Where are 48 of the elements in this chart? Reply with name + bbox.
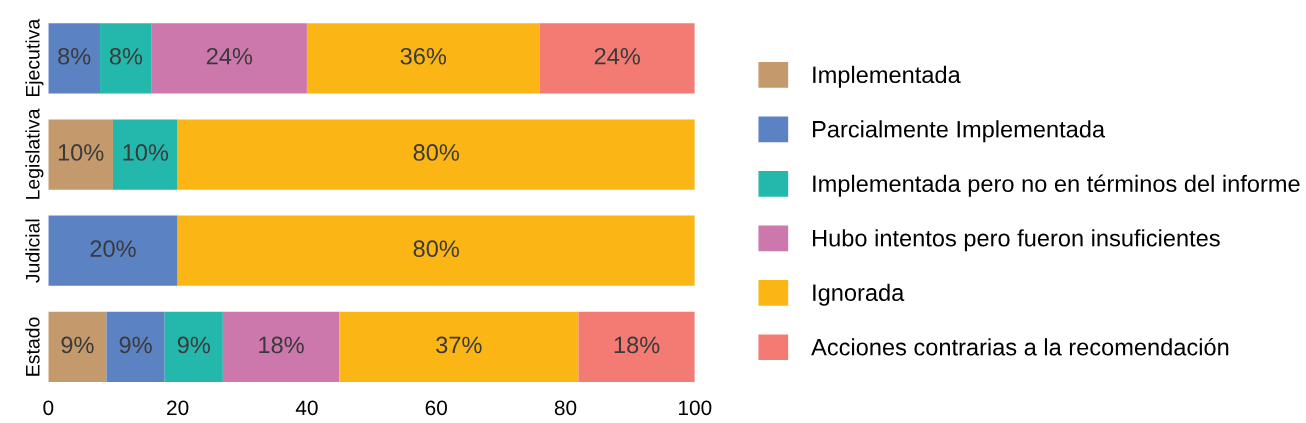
- data-label: 18%: [259, 336, 304, 354]
- data-label: 37%: [436, 336, 482, 354]
- data-label: 20%: [90, 240, 136, 258]
- data-label: 18%: [614, 336, 660, 354]
- data-label: 8%: [109, 47, 143, 65]
- bar: [100, 23, 152, 94]
- x-tick-label: 20: [167, 400, 189, 416]
- x-tick-label: 100: [679, 400, 712, 416]
- data-label: 10%: [123, 144, 169, 161]
- data-label: 80%: [413, 240, 459, 258]
- x-tick-label: 60: [425, 400, 447, 416]
- data-label: 24%: [206, 47, 253, 65]
- bar: [306, 23, 540, 94]
- y-tick-label: Estado: [25, 317, 40, 376]
- data-label: 9%: [177, 336, 210, 354]
- bar: [222, 311, 340, 383]
- bar: [48, 215, 178, 286]
- x-tick-label: 80: [554, 400, 577, 416]
- bar: [112, 119, 178, 190]
- bar: [539, 23, 695, 94]
- legend-label: Hubo intentos pero fueron insuficientes: [813, 229, 1220, 252]
- legend-label: Acciones contrarias a la recomendación: [811, 337, 1229, 356]
- bar: [177, 119, 695, 190]
- bar: [48, 23, 101, 94]
- y-tick-label: Judicial: [25, 219, 40, 283]
- y-tick-label: Legislativa: [25, 108, 44, 199]
- legend-label: Implementada pero no en términos del informe: [813, 174, 1300, 197]
- legend-label: Parcialmente Implementada: [813, 120, 1106, 143]
- bar: [151, 23, 307, 94]
- data-label: 36%: [400, 47, 447, 65]
- legend-label: Ignorada: [813, 283, 905, 306]
- data-label: 80%: [413, 144, 459, 161]
- data-label: 9%: [61, 336, 94, 354]
- bar: [578, 311, 695, 383]
- bar: [106, 311, 165, 383]
- data-label: 24%: [594, 47, 640, 65]
- data-label: 8%: [58, 47, 91, 65]
- bar: [164, 311, 223, 383]
- bar: [177, 215, 695, 286]
- data-label: 9%: [119, 336, 152, 354]
- y-tick-label: Ejecutiva: [25, 18, 44, 97]
- legend-label: Implementada: [813, 65, 961, 88]
- data-label: 10%: [58, 144, 104, 161]
- x-tick-label: 0: [43, 400, 54, 416]
- bar: [339, 311, 579, 383]
- bar: [48, 311, 107, 383]
- x-tick-label: 40: [295, 400, 318, 416]
- bar: [48, 119, 113, 190]
